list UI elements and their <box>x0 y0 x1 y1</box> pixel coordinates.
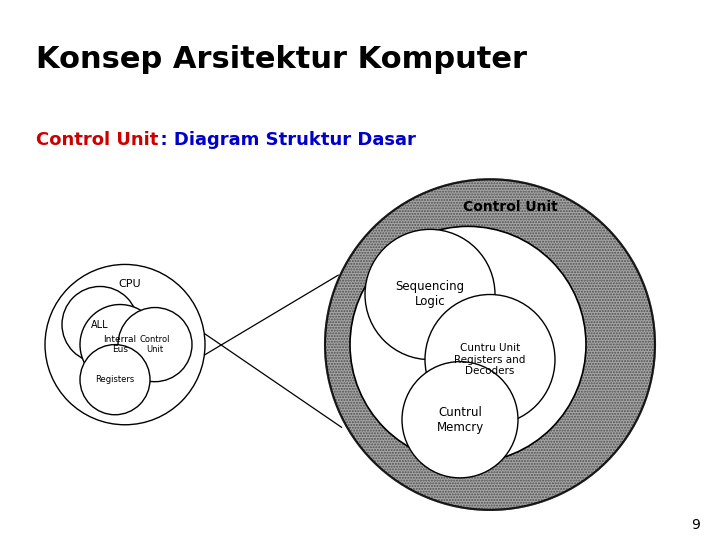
Text: Control Unit: Control Unit <box>463 200 557 214</box>
Text: : Diagram Struktur Dasar: : Diagram Struktur Dasar <box>148 131 415 150</box>
Text: Cuntrul
Memcry: Cuntrul Memcry <box>436 406 484 434</box>
Circle shape <box>80 345 150 415</box>
Circle shape <box>402 362 518 478</box>
Text: Control
Unit: Control Unit <box>140 335 170 354</box>
Text: Konsep Arsitektur Komputer: Konsep Arsitektur Komputer <box>36 45 527 74</box>
Circle shape <box>365 230 495 360</box>
Circle shape <box>325 179 655 510</box>
Text: Cuntru Unit
Registers and
Decoders: Cuntru Unit Registers and Decoders <box>454 343 526 376</box>
Circle shape <box>425 294 555 425</box>
Circle shape <box>62 287 138 363</box>
Text: 9: 9 <box>691 518 700 532</box>
Circle shape <box>45 265 205 425</box>
Text: Sequencing
Logic: Sequencing Logic <box>395 280 464 308</box>
Text: Interral
Eus: Interral Eus <box>104 335 137 354</box>
Circle shape <box>350 226 586 463</box>
Text: ALL: ALL <box>91 320 109 329</box>
Text: Control Unit: Control Unit <box>36 131 158 150</box>
Text: Registers: Registers <box>95 375 135 384</box>
Text: CPU: CPU <box>119 280 141 289</box>
Circle shape <box>80 305 160 384</box>
Circle shape <box>118 307 192 382</box>
